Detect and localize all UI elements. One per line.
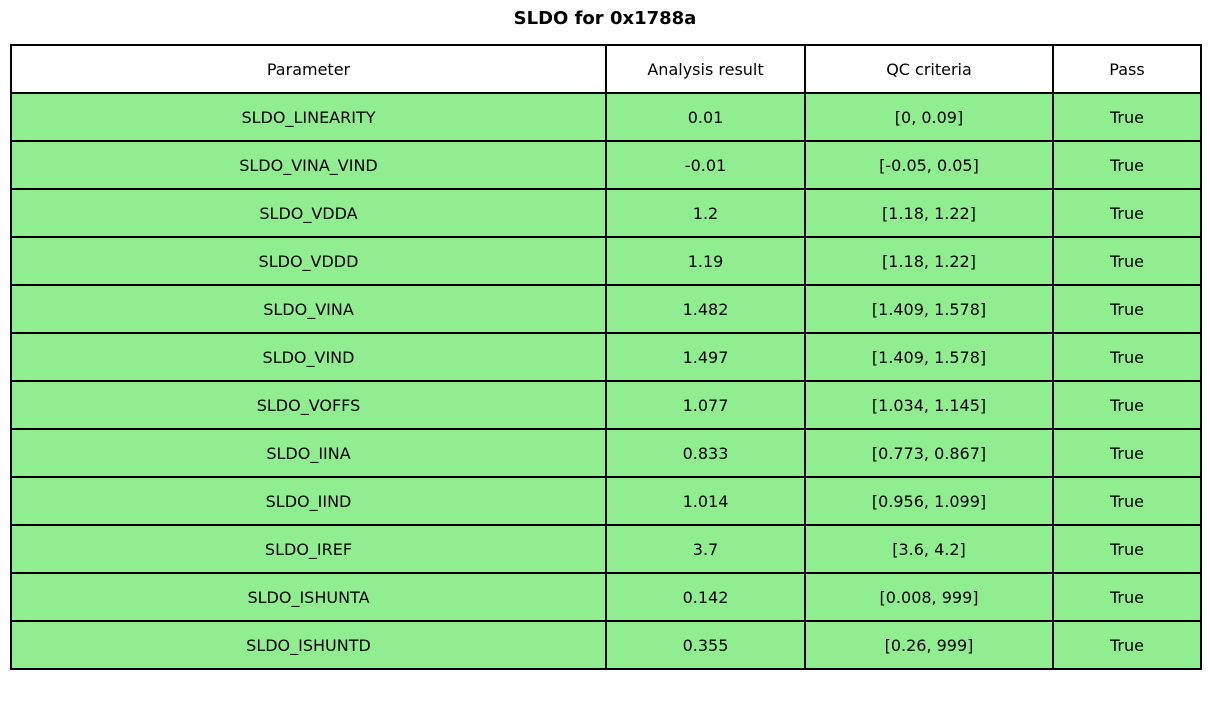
col-header-parameter: Parameter (10, 44, 607, 94)
cell-analysis-result: 1.497 (605, 332, 806, 382)
table-row: SLDO_ISHUNTD 0.355 [0.26, 999] True (10, 620, 1202, 670)
cell-parameter: SLDO_VDDA (10, 188, 607, 238)
cell-parameter: SLDO_IREF (10, 524, 607, 574)
table-row: SLDO_LINEARITY 0.01 [0, 0.09] True (10, 92, 1202, 142)
cell-analysis-result: 0.833 (605, 428, 806, 478)
cell-parameter: SLDO_VINA_VIND (10, 140, 607, 190)
cell-qc-criteria: [0.008, 999] (804, 572, 1054, 622)
qc-table: Parameter Analysis result QC criteria Pa… (10, 44, 1202, 670)
cell-qc-criteria: [1.034, 1.145] (804, 380, 1054, 430)
cell-qc-criteria: [1.18, 1.22] (804, 236, 1054, 286)
cell-qc-criteria: [1.409, 1.578] (804, 284, 1054, 334)
cell-analysis-result: 0.01 (605, 92, 806, 142)
col-header-qc-criteria: QC criteria (804, 44, 1054, 94)
cell-parameter: SLDO_VIND (10, 332, 607, 382)
table-row: SLDO_VOFFS 1.077 [1.034, 1.145] True (10, 380, 1202, 430)
col-header-pass: Pass (1052, 44, 1202, 94)
table-body: SLDO_LINEARITY 0.01 [0, 0.09] True SLDO_VINA… (10, 92, 1202, 670)
table-row: SLDO_VINA 1.482 [1.409, 1.578] True (10, 284, 1202, 334)
cell-qc-criteria: [0.26, 999] (804, 620, 1054, 670)
cell-qc-criteria: [0.773, 0.867] (804, 428, 1054, 478)
cell-qc-criteria: [1.18, 1.22] (804, 188, 1054, 238)
cell-pass: True (1052, 140, 1202, 190)
table-row: SLDO_VDDD 1.19 [1.18, 1.22] True (10, 236, 1202, 286)
cell-analysis-result: 1.2 (605, 188, 806, 238)
table-row: SLDO_IINA 0.833 [0.773, 0.867] True (10, 428, 1202, 478)
cell-pass: True (1052, 188, 1202, 238)
cell-pass: True (1052, 476, 1202, 526)
cell-qc-criteria: [-0.05, 0.05] (804, 140, 1054, 190)
table-row: SLDO_ISHUNTA 0.142 [0.008, 999] True (10, 572, 1202, 622)
cell-pass: True (1052, 284, 1202, 334)
cell-analysis-result: 3.7 (605, 524, 806, 574)
cell-analysis-result: 1.19 (605, 236, 806, 286)
cell-parameter: SLDO_VDDD (10, 236, 607, 286)
table-row: SLDO_VINA_VIND -0.01 [-0.05, 0.05] True (10, 140, 1202, 190)
table-row: SLDO_IIND 1.014 [0.956, 1.099] True (10, 476, 1202, 526)
table-row: SLDO_VIND 1.497 [1.409, 1.578] True (10, 332, 1202, 382)
cell-parameter: SLDO_VOFFS (10, 380, 607, 430)
col-header-analysis-result: Analysis result (605, 44, 806, 94)
cell-qc-criteria: [3.6, 4.2] (804, 524, 1054, 574)
cell-analysis-result: 1.482 (605, 284, 806, 334)
cell-pass: True (1052, 92, 1202, 142)
cell-analysis-result: 1.077 (605, 380, 806, 430)
cell-pass: True (1052, 572, 1202, 622)
cell-parameter: SLDO_LINEARITY (10, 92, 607, 142)
cell-qc-criteria: [0, 0.09] (804, 92, 1054, 142)
cell-qc-criteria: [1.409, 1.578] (804, 332, 1054, 382)
cell-pass: True (1052, 428, 1202, 478)
cell-analysis-result: 0.142 (605, 572, 806, 622)
cell-pass: True (1052, 236, 1202, 286)
cell-parameter: SLDO_IIND (10, 476, 607, 526)
cell-analysis-result: 0.355 (605, 620, 806, 670)
cell-parameter: SLDO_IINA (10, 428, 607, 478)
cell-parameter: SLDO_ISHUNTD (10, 620, 607, 670)
cell-parameter: SLDO_VINA (10, 284, 607, 334)
cell-qc-criteria: [0.956, 1.099] (804, 476, 1054, 526)
cell-analysis-result: 1.014 (605, 476, 806, 526)
cell-pass: True (1052, 620, 1202, 670)
cell-analysis-result: -0.01 (605, 140, 806, 190)
table-header-row: Parameter Analysis result QC criteria Pa… (10, 44, 1202, 94)
table-row: SLDO_VDDA 1.2 [1.18, 1.22] True (10, 188, 1202, 238)
cell-pass: True (1052, 332, 1202, 382)
cell-pass: True (1052, 524, 1202, 574)
cell-pass: True (1052, 380, 1202, 430)
cell-parameter: SLDO_ISHUNTA (10, 572, 607, 622)
table-row: SLDO_IREF 3.7 [3.6, 4.2] True (10, 524, 1202, 574)
chart-title: SLDO for 0x1788a (513, 8, 697, 29)
